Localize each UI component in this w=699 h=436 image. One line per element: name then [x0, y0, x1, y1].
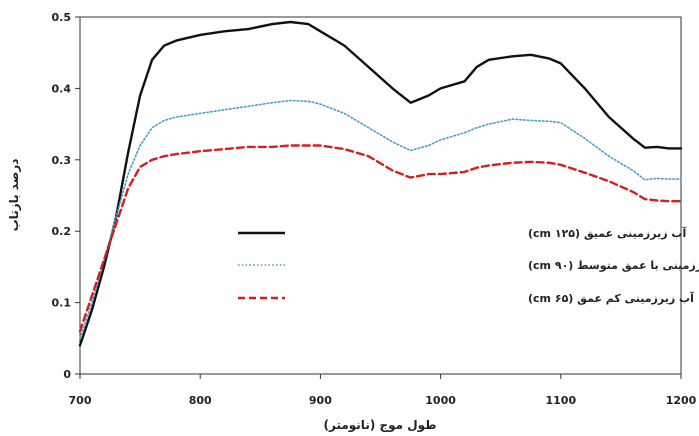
plot-area	[79, 16, 682, 375]
x-tick-label: 1200	[666, 394, 697, 407]
y-tick-label: 0.3	[52, 154, 72, 167]
series-line-2	[79, 99, 682, 340]
x-tick-label: 700	[69, 394, 92, 407]
x-tick-label: 900	[309, 394, 332, 407]
y-tick-label: 0	[63, 368, 71, 381]
y-axis-title: درصد بازتاب	[7, 159, 21, 232]
legend: آب زیرزمینی عمیق (۱۲۵ cm) آب زیرزمینی با …	[238, 226, 699, 305]
series-line-3	[78, 144, 683, 333]
x-axis-ticks: 700 800 900 1000 1100 1200	[69, 374, 697, 407]
plot-frame	[79, 16, 682, 375]
y-tick-label: 0.1	[52, 297, 72, 310]
x-tick-label: 800	[189, 394, 212, 407]
legend-label-3: آب زیرزمینی کم عمق (۶۵ cm)	[528, 291, 694, 305]
y-tick-label: 0.4	[52, 82, 72, 95]
x-tick-label: 1000	[425, 394, 456, 407]
legend-label-1: آب زیرزمینی عمیق (۱۲۵ cm)	[528, 226, 686, 240]
x-tick-label: 1100	[545, 394, 576, 407]
x-axis-title: طول موج (نانومتر)	[324, 418, 437, 433]
y-tick-label: 0.2	[52, 225, 72, 238]
y-tick-label: 0.5	[52, 11, 72, 24]
y-axis-ticks: 0 0.1 0.2 0.3 0.4 0.5	[52, 11, 80, 381]
legend-label-2: آب زیرزمینی با عمق متوسط (۹۰ cm)	[528, 258, 699, 272]
series-layer	[78, 20, 683, 347]
series-line-1	[78, 20, 683, 347]
